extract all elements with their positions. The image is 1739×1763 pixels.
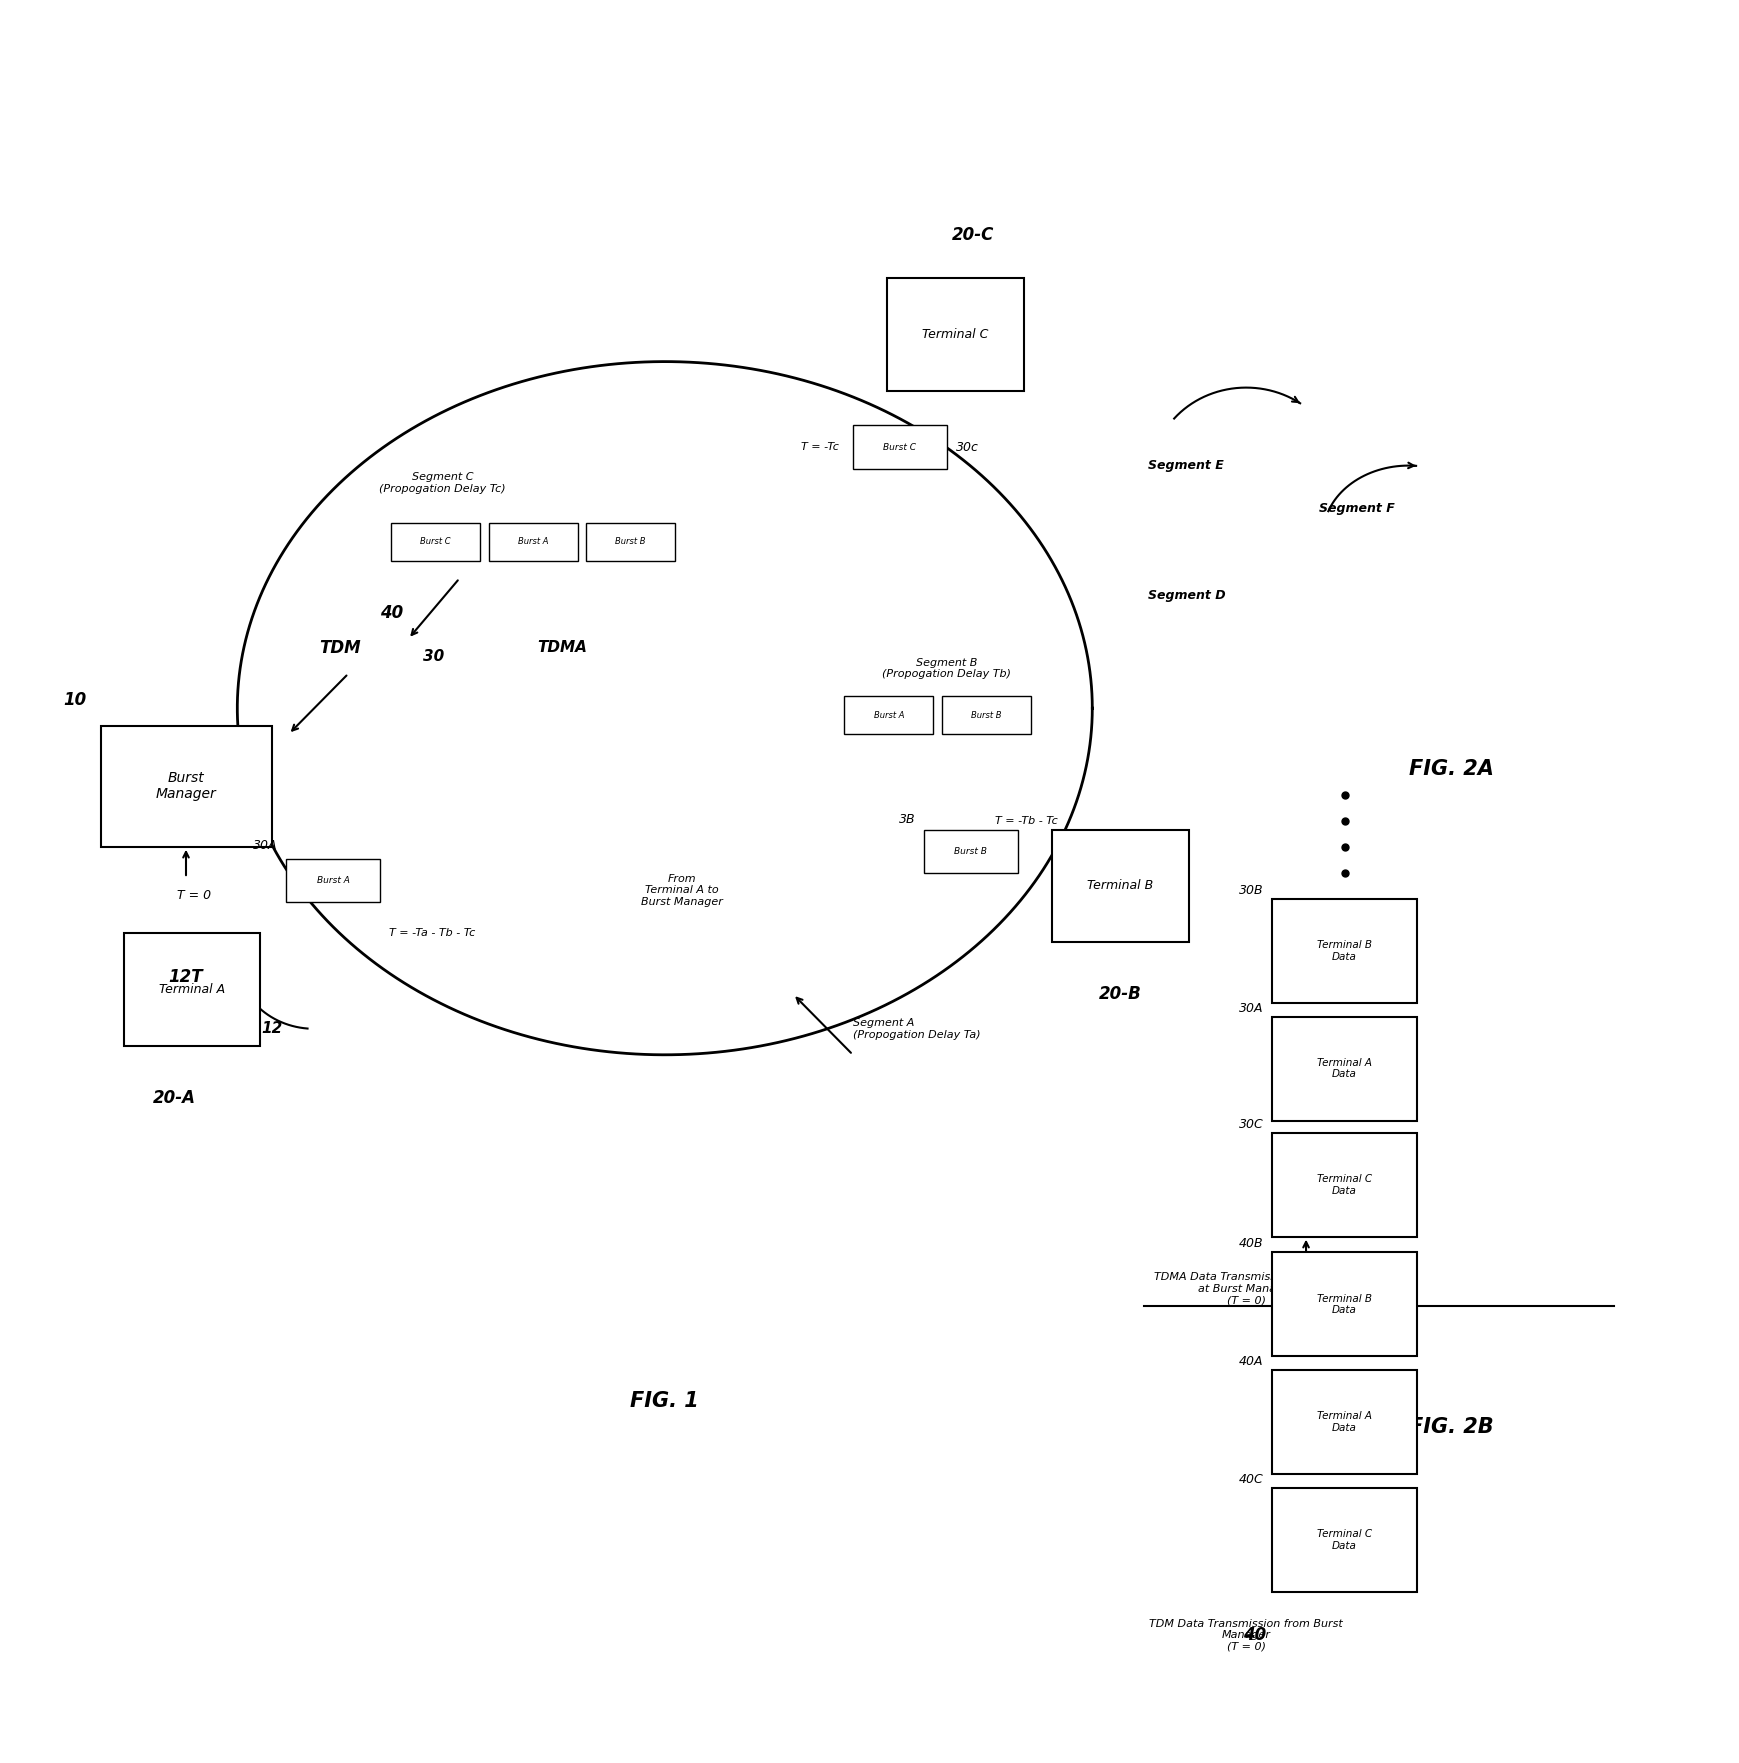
Text: Segment C
(Propogation Delay Tc): Segment C (Propogation Delay Tc): [379, 472, 506, 494]
FancyBboxPatch shape: [1271, 1017, 1416, 1121]
Text: Terminal A: Terminal A: [158, 984, 224, 996]
Text: Burst A: Burst A: [873, 710, 904, 719]
Text: 30B: 30B: [1238, 883, 1263, 897]
FancyBboxPatch shape: [586, 524, 675, 561]
FancyBboxPatch shape: [1271, 1134, 1416, 1238]
Text: T = -Ta - Tb - Tc: T = -Ta - Tb - Tc: [388, 929, 475, 938]
Text: FIG. 2B: FIG. 2B: [1409, 1417, 1492, 1437]
Text: TDM: TDM: [318, 638, 360, 656]
Text: Burst B: Burst B: [955, 846, 986, 855]
Text: Segment E: Segment E: [1148, 458, 1224, 472]
Text: 40B: 40B: [1238, 1238, 1263, 1250]
Text: 40C: 40C: [1238, 1472, 1263, 1486]
Text: T = 0: T = 0: [177, 889, 212, 903]
Text: 20-A: 20-A: [153, 1090, 197, 1107]
FancyBboxPatch shape: [1271, 1488, 1416, 1592]
Text: Burst C: Burst C: [421, 538, 450, 547]
Text: 3B: 3B: [897, 813, 915, 825]
Text: Guard
Time: Guard Time: [1329, 1261, 1360, 1282]
Text: TDM Data Transmission from Burst
Manager
(T = 0): TDM Data Transmission from Burst Manager…: [1149, 1618, 1343, 1652]
Text: 40A: 40A: [1238, 1356, 1263, 1368]
Text: Burst B: Burst B: [616, 538, 645, 547]
Text: Segment B
(Propogation Delay Tb): Segment B (Propogation Delay Tb): [882, 658, 1010, 679]
Text: 30: 30: [423, 649, 445, 663]
Text: Segment F: Segment F: [1318, 502, 1395, 515]
Text: Terminal B
Data: Terminal B Data: [1316, 1294, 1372, 1315]
Text: Terminal A
Data: Terminal A Data: [1316, 1412, 1372, 1433]
Text: 20-B: 20-B: [1099, 986, 1141, 1003]
Text: Burst A: Burst A: [316, 876, 350, 885]
FancyBboxPatch shape: [123, 933, 261, 1045]
Text: 30C: 30C: [1238, 1118, 1263, 1130]
FancyBboxPatch shape: [1052, 830, 1188, 941]
Text: Terminal A
Data: Terminal A Data: [1316, 1058, 1372, 1079]
Text: 12: 12: [261, 1021, 282, 1037]
Text: FIG. 2A: FIG. 2A: [1409, 758, 1494, 779]
Text: 30A: 30A: [252, 839, 277, 852]
FancyBboxPatch shape: [1271, 1252, 1416, 1356]
Text: T = -Tc: T = -Tc: [802, 443, 838, 451]
Text: 10: 10: [63, 691, 87, 709]
Text: FIG. 1: FIG. 1: [630, 1391, 699, 1412]
FancyBboxPatch shape: [843, 696, 932, 733]
Text: 20-C: 20-C: [951, 226, 993, 243]
Text: Terminal B
Data: Terminal B Data: [1316, 940, 1372, 961]
Text: Segment A
(Propogation Delay Ta): Segment A (Propogation Delay Ta): [852, 1017, 981, 1040]
Text: From
Terminal A to
Burst Manager: From Terminal A to Burst Manager: [640, 873, 722, 906]
Text: Terminal C
Data: Terminal C Data: [1316, 1174, 1372, 1195]
Text: TDMA Data Transmission as seen
at Burst Manager
(T = 0): TDMA Data Transmission as seen at Burst …: [1153, 1273, 1337, 1305]
FancyBboxPatch shape: [941, 696, 1029, 733]
Text: 30c: 30c: [955, 441, 977, 453]
Text: Segment D: Segment D: [1148, 589, 1224, 601]
Text: 12T: 12T: [169, 968, 203, 986]
FancyBboxPatch shape: [391, 524, 480, 561]
Text: 40: 40: [379, 605, 403, 622]
FancyBboxPatch shape: [285, 859, 379, 903]
Text: Terminal C: Terminal C: [922, 328, 988, 340]
Text: TDMA: TDMA: [537, 640, 586, 656]
Text: Terminal B: Terminal B: [1087, 880, 1153, 892]
Text: Burst
Manager: Burst Manager: [155, 770, 216, 802]
Text: 30A: 30A: [1238, 1001, 1263, 1014]
Text: Burst A: Burst A: [518, 538, 548, 547]
FancyBboxPatch shape: [1271, 899, 1416, 1003]
FancyBboxPatch shape: [489, 524, 577, 561]
FancyBboxPatch shape: [1271, 1370, 1416, 1474]
Text: Terminal C
Data: Terminal C Data: [1316, 1529, 1372, 1551]
FancyBboxPatch shape: [923, 830, 1017, 873]
Text: T = -Tb - Tc: T = -Tb - Tc: [995, 816, 1057, 825]
FancyBboxPatch shape: [101, 726, 271, 846]
Text: Burst B: Burst B: [970, 710, 1002, 719]
FancyBboxPatch shape: [887, 279, 1023, 391]
Text: Burst C: Burst C: [883, 443, 916, 451]
Text: 40: 40: [1242, 1625, 1266, 1645]
FancyBboxPatch shape: [852, 425, 946, 469]
